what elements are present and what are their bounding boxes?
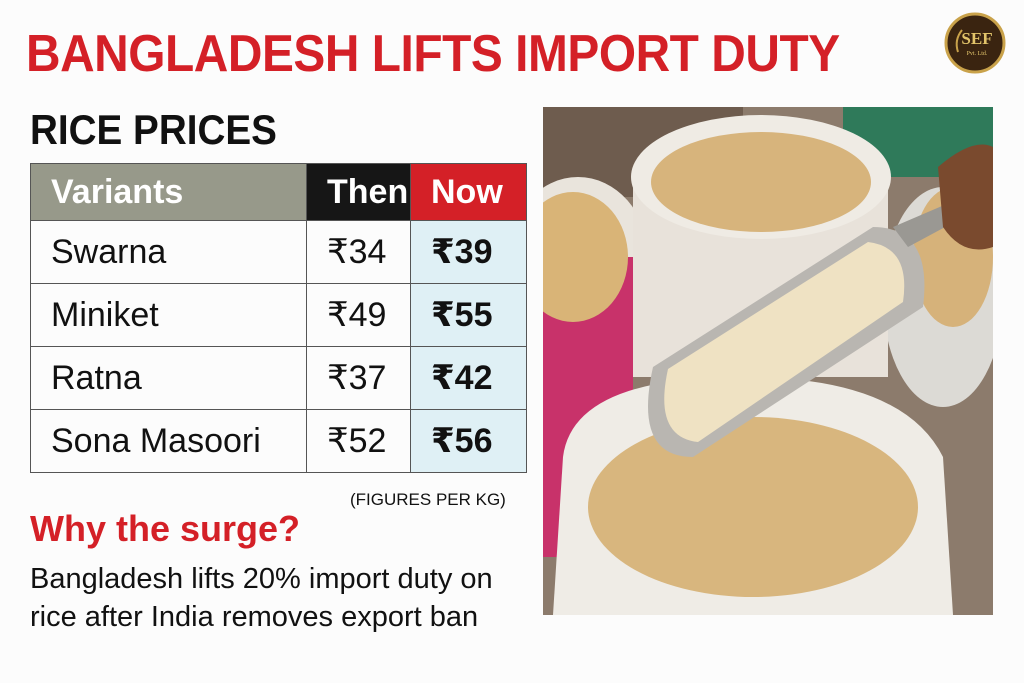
table-cell: ₹42 bbox=[410, 346, 527, 410]
table-cell: ₹49 bbox=[306, 283, 411, 347]
table-cell: ₹37 bbox=[306, 346, 411, 410]
price-table: Variants Then Now Swarna ₹34 ₹39 Miniket ₹49 ₹5… bbox=[30, 163, 527, 473]
table-cell: ₹56 bbox=[410, 409, 527, 473]
table-cell: Sona Masoori bbox=[30, 409, 307, 473]
logo-subtitle: Pvt. Ltd. bbox=[967, 51, 988, 57]
section-title: RICE PRICES bbox=[30, 106, 277, 153]
table-cell: ₹39 bbox=[410, 220, 527, 284]
column-header: Then bbox=[306, 163, 411, 221]
column-header: Variants bbox=[30, 163, 307, 221]
column-header: Now bbox=[410, 163, 527, 221]
table-cell: ₹55 bbox=[410, 283, 527, 347]
logo-name: SEF bbox=[961, 29, 992, 48]
header-row: Variants Then Now bbox=[30, 163, 527, 221]
body-text: Bangladesh lifts 20% import duty on rice… bbox=[30, 563, 493, 633]
table-cell: ₹52 bbox=[306, 409, 411, 473]
table-body: Swarna ₹34 ₹39 Miniket ₹49 ₹55 Ratna ₹37 ₹42 Sona… bbox=[30, 220, 527, 473]
table-cell: Miniket bbox=[30, 283, 307, 347]
table-row: Miniket ₹49 ₹55 bbox=[30, 283, 527, 347]
logo: SEF Pvt. Ltd. bbox=[944, 12, 1006, 74]
headline: BANGLADESH LIFTS IMPORT DUTY bbox=[26, 25, 840, 83]
table-row: Sona Masoori ₹52 ₹56 bbox=[30, 409, 527, 473]
table-cell: Swarna bbox=[30, 220, 307, 284]
rice-photo bbox=[543, 107, 993, 615]
table-row: Ratna ₹37 ₹42 bbox=[30, 346, 527, 410]
table-row: Swarna ₹34 ₹39 bbox=[30, 220, 527, 284]
subheading: Why the surge? bbox=[30, 508, 301, 549]
table-cell: Ratna bbox=[30, 346, 307, 410]
table-cell: ₹34 bbox=[306, 220, 411, 284]
note: (FIGURES PER KG) bbox=[350, 490, 506, 509]
